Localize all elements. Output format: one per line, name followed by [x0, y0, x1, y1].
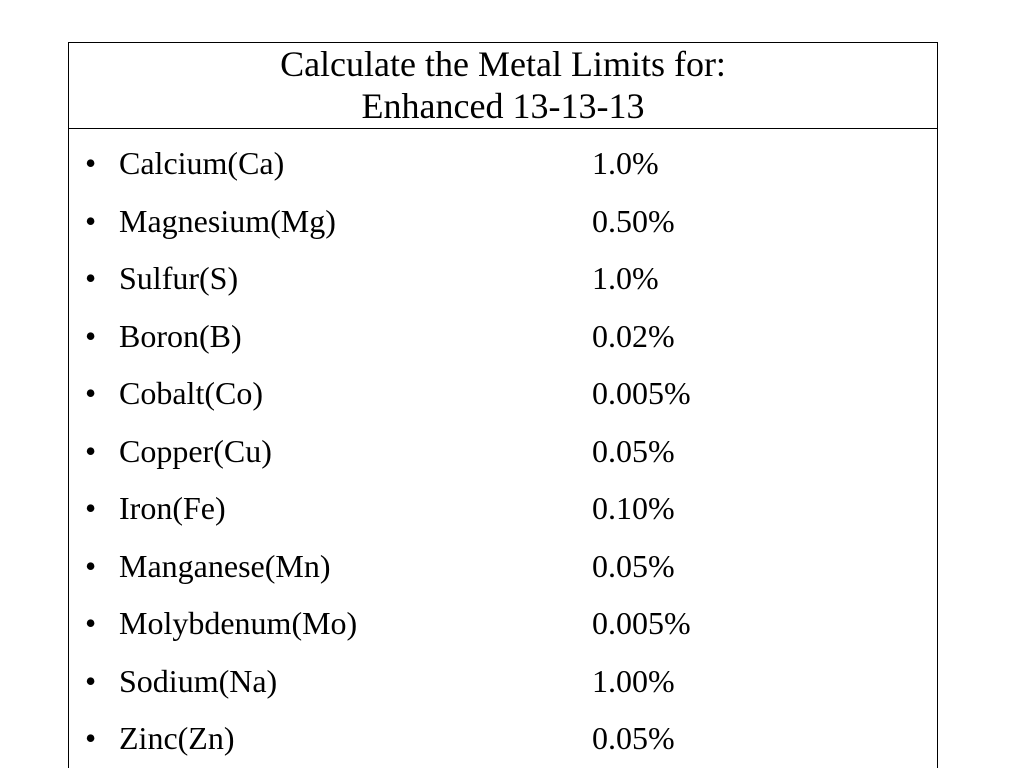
- bullet-icon: •: [85, 547, 97, 584]
- element-name: Sodium(Na): [119, 662, 278, 699]
- list-item: • Zinc(Zn) 0.05%: [69, 720, 937, 778]
- element-name: Boron(B): [119, 317, 242, 354]
- list-item: • Manganese(Mn) 0.05%: [69, 548, 937, 606]
- element-limit: 1.0%: [592, 145, 659, 181]
- element-name: Molybdenum(Mo): [119, 605, 358, 641]
- bullet-icon: •: [85, 605, 97, 641]
- element-limit: 0.10%: [592, 490, 675, 526]
- list-item: • Iron(Fe) 0.10%: [69, 490, 937, 548]
- element-limit: 0.05%: [592, 547, 675, 584]
- element-name: Iron(Fe): [119, 490, 226, 526]
- bullet-icon: •: [85, 260, 97, 296]
- bullet-icon: •: [85, 317, 97, 354]
- list-item: • Sulfur(S) 1.0%: [69, 260, 937, 318]
- element-name: Cobalt(Co): [119, 375, 263, 411]
- title-box: Calculate the Metal Limits for: Enhanced…: [69, 43, 937, 129]
- element-name: Sulfur(S): [119, 260, 239, 296]
- list-item: • Molybdenum(Mo) 0.005%: [69, 605, 937, 663]
- bullet-icon: •: [85, 202, 97, 239]
- bullet-icon: •: [85, 490, 97, 526]
- element-limit: 0.02%: [592, 317, 675, 354]
- list-item: • Calcium(Ca) 1.0%: [69, 145, 937, 203]
- slide-frame: Calculate the Metal Limits for: Enhanced…: [68, 42, 938, 768]
- title-line-1: Calculate the Metal Limits for:: [280, 44, 726, 84]
- element-name: Zinc(Zn): [119, 720, 235, 756]
- bullet-icon: •: [85, 720, 97, 756]
- list-item: • Magnesium(Mg) 0.50%: [69, 203, 937, 261]
- metal-limits-list: • Calcium(Ca) 1.0% • Magnesium(Mg) 0.50%…: [69, 145, 937, 778]
- bullet-icon: •: [85, 662, 97, 699]
- list-item: • Cobalt(Co) 0.005%: [69, 375, 937, 433]
- list-item: • Copper(Cu) 0.05%: [69, 433, 937, 491]
- element-name: Calcium(Ca): [119, 145, 285, 181]
- element-limit: 1.0%: [592, 260, 659, 296]
- element-name: Manganese(Mn): [119, 547, 331, 584]
- element-limit: 1.00%: [592, 662, 675, 699]
- element-name: Copper(Cu): [119, 432, 272, 469]
- element-limit: 0.50%: [592, 202, 675, 239]
- list-item: • Boron(B) 0.02%: [69, 318, 937, 376]
- element-limit: 0.005%: [592, 605, 691, 641]
- bullet-icon: •: [85, 145, 97, 181]
- title-line-2: Enhanced 13-13-13: [361, 86, 645, 126]
- list-item: • Sodium(Na) 1.00%: [69, 663, 937, 721]
- element-limit: 0.05%: [592, 432, 675, 469]
- element-name: Magnesium(Mg): [119, 202, 336, 239]
- element-limit: 0.005%: [592, 375, 691, 411]
- bullet-icon: •: [85, 375, 97, 411]
- element-limit: 0.05%: [592, 720, 675, 756]
- bullet-icon: •: [85, 432, 97, 469]
